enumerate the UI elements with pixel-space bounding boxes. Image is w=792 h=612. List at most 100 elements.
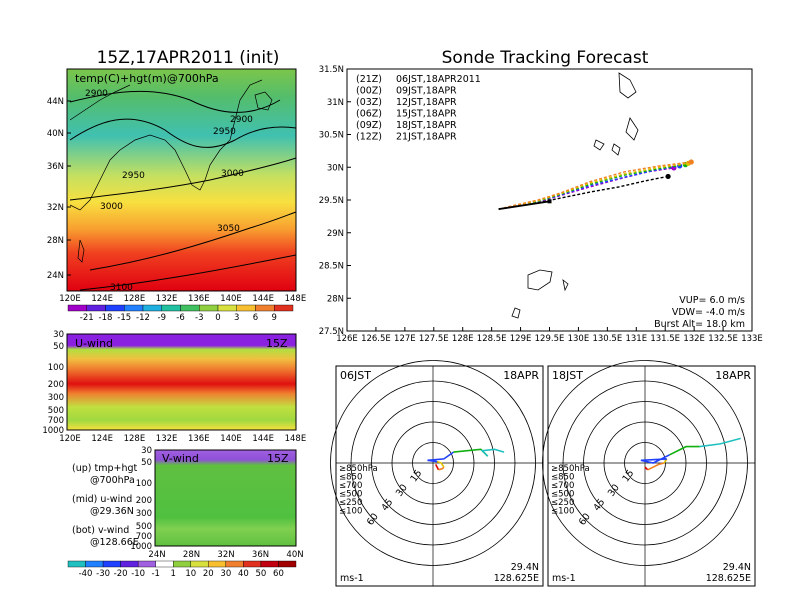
y-tick-label: 300 [48, 393, 64, 403]
colorbar-swatch [142, 304, 162, 312]
y-tick-label: 28N [47, 236, 64, 246]
note-line: @29.36N [90, 506, 134, 517]
colorbar-swatch [67, 560, 86, 568]
x-tick-label: 124E [91, 434, 113, 444]
colorbar-swatch [208, 560, 227, 568]
track-line-12z [498, 161, 692, 210]
legend-text: 06JST,18APR2011 [396, 74, 481, 85]
hodograph-date: 18APR [503, 369, 539, 382]
x-tick-label: 28N [183, 550, 200, 560]
colorbar-swatch [180, 304, 200, 312]
pressure-legend-item: ≥850hPa [339, 464, 378, 474]
colorbar-label: 6 [253, 313, 258, 323]
colorbar-swatch [199, 304, 219, 312]
colorbar-swatch [190, 560, 209, 568]
hodograph-lat: 29.4N [723, 562, 751, 573]
x-tick-label: 126.5E [361, 334, 391, 344]
pressure-legend-item: ≤250 [551, 498, 574, 508]
x-tick-label: 124E [91, 294, 113, 304]
param-vdw: VDW= -4.0 m/s [672, 307, 745, 318]
colorbar-swatch [105, 304, 125, 312]
y-tick-label: 44N [47, 97, 64, 107]
x-tick-label: 130E [568, 334, 590, 344]
y-tick-label: 30 [141, 446, 152, 456]
pressure-legend-item: ≤850 [339, 473, 362, 483]
hodograph-time: 06JST [340, 369, 371, 382]
pressure-legend-item: ≤100 [339, 507, 362, 517]
colorbar-swatch [86, 304, 106, 312]
param-burst: Burst Alt= 18.0 km [654, 319, 745, 330]
hodograph-time: 18JST [552, 369, 583, 382]
colorbar-swatch [120, 560, 139, 568]
hodograph-segment [427, 451, 454, 463]
legend-text: 15JST,18APR [396, 109, 457, 120]
pressure-legend-item: ≤250 [339, 498, 362, 508]
y-tick-label: 27.5N [319, 327, 344, 337]
y-tick-label: 700 [136, 532, 152, 542]
note-line: (up) tmp+hgt [72, 463, 138, 474]
wind-colorbar: -40 -30 -20 -10 -1 1 10 20 30 40 50 60 [67, 560, 297, 579]
colorbar-swatch [236, 304, 256, 312]
colorbar-swatch [155, 560, 174, 568]
colorbar-label: -10 [131, 569, 145, 579]
legend-code: (00Z) [356, 86, 382, 97]
x-tick-label: 120E [59, 434, 81, 444]
x-tick-label: 24N [148, 550, 165, 560]
hodograph-segment [438, 466, 445, 471]
contour-label: 3050 [217, 224, 240, 234]
legend-code: (21Z) [356, 74, 382, 85]
x-tick-label: 140E [220, 434, 242, 444]
x-tick-label: 120E [59, 294, 81, 304]
track-endpoint [665, 173, 671, 180]
colorbar-label: -6 [176, 313, 184, 323]
colorbar-swatch [255, 304, 275, 312]
hodograph-lat: 29.4N [511, 562, 539, 573]
y-tick-label: 200 [136, 496, 152, 506]
pressure-legend-item: ≤500 [551, 490, 574, 500]
hodograph-segment [436, 460, 445, 468]
y-tick-label: 31.5N [319, 65, 344, 75]
pressure-legend-item: ≤700 [551, 481, 574, 491]
note-line: @128.66E [90, 537, 139, 548]
x-tick-label: 132.5E [708, 334, 738, 344]
x-tick-label: 131E [625, 334, 647, 344]
y-tick-label: 36N [47, 162, 64, 172]
temperature-colorbar: -21 -18 -15 -12 -9 -6 -3 0 3 6 9 [67, 304, 294, 323]
right-title: Sonde Tracking Forecast [442, 48, 649, 68]
colorbar-label: -3 [195, 313, 203, 323]
colorbar-swatch [102, 560, 121, 568]
colorbar-swatch [137, 560, 156, 568]
colorbar-label: 60 [273, 569, 284, 579]
y-tick-label: 300 [136, 509, 152, 519]
x-tick-label: 148E [285, 434, 307, 444]
hodograph-segment [480, 448, 505, 457]
legend-code: (09Z) [356, 120, 382, 131]
y-tick-label: 30 [53, 330, 64, 340]
y-tick-label: 200 [48, 380, 64, 390]
colorbar-label: 30 [220, 569, 231, 579]
param-vup: VUP= 6.0 m/s [679, 295, 745, 306]
legend-code: (06Z) [356, 109, 382, 120]
contour-label: 3100 [110, 283, 133, 293]
contour-label: 2900 [230, 115, 253, 125]
v-wind-field [154, 449, 297, 547]
note-line: (mid) u-wind [72, 494, 132, 505]
u-wind-time: 15Z [266, 337, 288, 350]
x-tick-label: 144E [252, 434, 274, 444]
colorbar-swatch [278, 560, 297, 568]
legend-text: 09JST,18APR [396, 86, 457, 97]
v-wind-time: 15Z [267, 452, 289, 465]
colorbar-swatch [217, 304, 237, 312]
colorbar-label: -1 [151, 569, 159, 579]
track-common-segment [498, 200, 550, 211]
track-endpoint [688, 159, 694, 165]
pressure-legend-item: ≥850hPa [551, 464, 590, 474]
left-title: 15Z,17APR2011 (init) [97, 48, 280, 68]
y-tick-label: 30.5N [319, 131, 344, 141]
colorbar-swatch [161, 304, 181, 312]
colorbar-label: 10 [185, 569, 196, 579]
x-tick-label: 128E [124, 294, 146, 304]
x-tick-label: 144E [252, 294, 274, 304]
y-tick-label: 28.5N [319, 262, 344, 272]
